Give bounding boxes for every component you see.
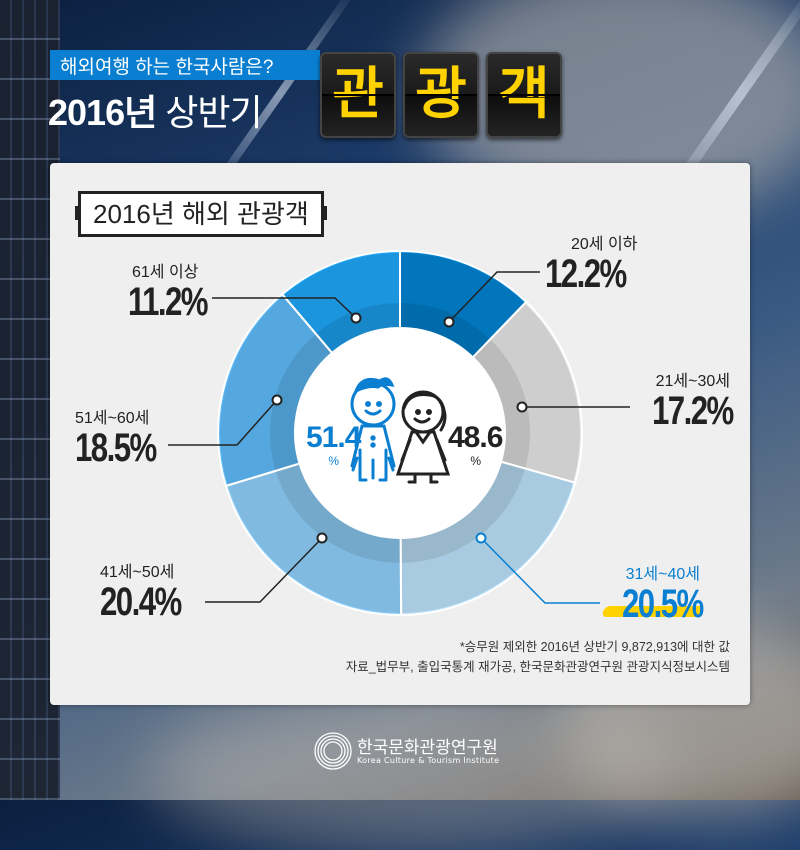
male-unit: % (328, 454, 339, 468)
logo-name-ko: 한국문화관광연구원 (357, 738, 498, 758)
subtitle: 해외여행 하는 한국사람은? (60, 57, 274, 78)
logo-rings-icon (314, 732, 352, 770)
logo-name-en: Korea Culture & Tourism Institute (357, 756, 500, 765)
label-31-40: 31세~40세 20.5% (600, 560, 704, 626)
chart-notes: *승무원 제외한 2016년 상반기 9,872,913에 대한 값 자료_법무… (346, 637, 730, 677)
label-under-20: 20세 이하 12.2% (545, 230, 648, 294)
leader-line (480, 537, 600, 604)
flip-tile-1: 관 (320, 52, 396, 138)
leader-dot (350, 312, 362, 324)
pct-label: 18.5% (75, 426, 157, 470)
leader-line (448, 271, 540, 323)
flip-tile-2: 광 (403, 52, 479, 138)
title-year: 2016년 (48, 92, 157, 133)
leader-line (205, 537, 323, 603)
leader-dot (316, 532, 328, 544)
pct-label: 12.2% (545, 252, 627, 296)
footnote: *승무원 제외한 2016년 상반기 9,872,913에 대한 값 (459, 640, 730, 654)
institute-logo: 한국문화관광연구원 Korea Culture & Tourism Instit… (313, 731, 513, 771)
leader-dot (516, 401, 528, 413)
leader-dot (475, 532, 487, 544)
pct-label: 20.4% (100, 580, 182, 624)
label-51-60: 51세~60세 18.5% (75, 404, 178, 468)
label-61-plus: 61세 이상 11.2% (128, 258, 229, 322)
age-label: 21세~30세 (655, 373, 730, 390)
pct-label: 17.2% (652, 389, 734, 433)
label-41-50: 41세~50세 20.4% (100, 558, 203, 622)
female-value: 48.6 (448, 421, 503, 454)
page-title: 2016년 상반기 (48, 84, 263, 136)
label-21-30: 21세~30세 17.2% (630, 367, 734, 433)
subtitle-bar (50, 50, 320, 80)
panel-title: 2016년 해외 관광객 (75, 191, 327, 237)
leader-line (168, 399, 278, 446)
girl-icon (395, 390, 451, 484)
leader-line (212, 297, 357, 319)
title-period: 상반기 (165, 92, 262, 133)
pct-label: 11.2% (128, 280, 209, 324)
male-percentage: 51.4 % (306, 421, 361, 468)
age-label: 51세~60세 (75, 410, 150, 427)
boy-icon (350, 377, 396, 482)
flip-tile-3: 객 (486, 52, 562, 138)
age-label: 41세~50세 (100, 564, 175, 581)
female-unit: % (470, 454, 481, 468)
pct-label: 20.5% (622, 582, 704, 626)
age-label: 20세 이하 (571, 236, 638, 253)
female-percentage: 48.6 % (448, 421, 503, 468)
donut-chart (168, 249, 630, 617)
leader-dot (443, 316, 455, 328)
male-value: 51.4 (306, 421, 361, 454)
leader-dot (271, 394, 283, 406)
source: 자료_법무부, 출입국통계 재가공, 한국문화관광연구원 관광지식정보시스템 (345, 660, 730, 674)
age-label: 31세~40세 (625, 566, 700, 583)
age-label: 61세 이상 (132, 264, 199, 281)
